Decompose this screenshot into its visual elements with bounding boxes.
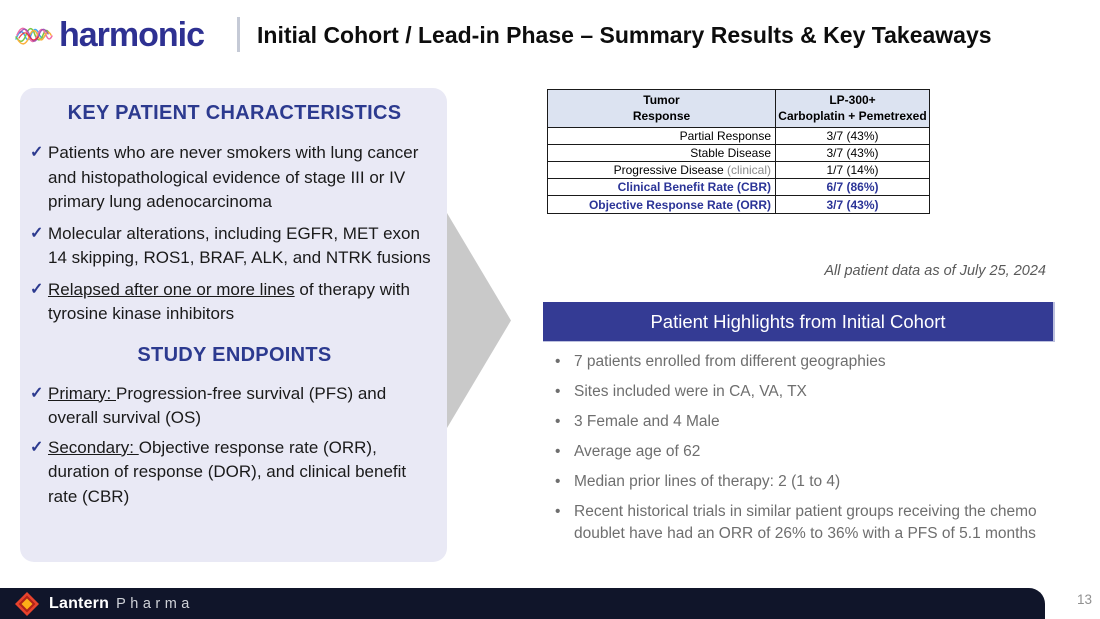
endpoints-heading: STUDY ENDPOINTS <box>137 343 332 366</box>
check-icon: ✓ <box>30 438 44 456</box>
row-value: 1/7 (14%) <box>826 163 879 177</box>
characteristic-item: ✓ Relapsed after one or more lines of th… <box>30 278 439 327</box>
check-icon: ✓ <box>30 224 44 242</box>
list-item: Median prior lines of therapy: 2 (1 to 4… <box>548 471 1063 493</box>
diamond-icon <box>15 591 39 616</box>
right-arrow-icon <box>447 213 511 428</box>
check-icon: ✓ <box>30 280 44 298</box>
table-row: Stable Disease 3/7 (43%) <box>548 145 929 162</box>
row-label: Stable Disease <box>548 145 776 161</box>
characteristic-text: Relapsed after one or more lines of ther… <box>48 279 410 324</box>
characteristic-text: Patients who are never smokers with lung… <box>48 143 419 211</box>
table-header-row: Tumor Response LP-300+ Carboplatin + Pem… <box>548 90 929 128</box>
brand-suffix: Pharma <box>116 595 194 612</box>
column-header: LP-300+ Carboplatin + Pemetrexed <box>778 92 927 123</box>
row-value: 3/7 (43%) <box>826 146 879 160</box>
characteristic-text: Molecular alterations, including EGFR, M… <box>48 223 431 268</box>
row-value: 3/7 (43%) <box>826 197 879 212</box>
row-value: 3/7 (43%) <box>826 129 879 143</box>
endpoint-item: ✓ Secondary: Objective response rate (OR… <box>30 436 439 510</box>
logo-wordmark: harmonic <box>59 15 205 54</box>
patient-highlights-list: 7 patients enrolled from different geogr… <box>548 351 1063 553</box>
row-label: Partial Response <box>548 128 776 144</box>
check-icon: ✓ <box>30 384 44 402</box>
harmonic-logo: harmonic <box>14 12 205 58</box>
characteristic-item: ✓ Molecular alterations, including EGFR,… <box>30 222 439 271</box>
list-item: Recent historical trials in similar pati… <box>548 501 1063 545</box>
endpoint-item: ✓ Primary: Progression-free survival (PF… <box>30 382 439 431</box>
column-header: Tumor Response <box>548 90 776 127</box>
slide-header: harmonic Initial Cohort / Lead-in Phase … <box>0 0 1100 70</box>
table-row: Partial Response 3/7 (43%) <box>548 128 929 145</box>
row-label: Objective Response Rate (ORR) <box>548 196 776 213</box>
header-divider <box>237 17 240 52</box>
list-item: 7 patients enrolled from different geogr… <box>548 351 1063 373</box>
page-title: Initial Cohort / Lead-in Phase – Summary… <box>257 22 992 48</box>
list-item: 3 Female and 4 Male <box>548 411 1063 433</box>
footer-bar: Lantern Pharma <box>0 588 1045 619</box>
data-cutoff-note: All patient data as of July 25, 2024 <box>824 263 1046 279</box>
brand-name: Lantern <box>49 594 110 612</box>
list-item: Sites included were in CA, VA, TX <box>548 381 1063 403</box>
row-label: Progressive Disease (clinical) <box>548 162 776 178</box>
row-value: 6/7 (86%) <box>826 180 879 194</box>
table-row: Progressive Disease (clinical) 1/7 (14%) <box>548 162 929 179</box>
list-item: Average age of 62 <box>548 441 1063 463</box>
check-icon: ✓ <box>30 144 44 161</box>
waveform-icon <box>15 27 53 45</box>
lantern-pharma-logo: Lantern Pharma <box>14 591 194 617</box>
characteristics-heading: KEY PATIENT CHARACTERISTICS <box>67 102 402 124</box>
endpoint-text: Primary: Progression-free survival (PFS)… <box>48 383 387 428</box>
table-row-highlight: Clinical Benefit Rate (CBR) 6/7 (86%) <box>548 179 929 196</box>
characteristic-item: ✓ Patients who are never smokers with lu… <box>30 141 439 215</box>
tumor-response-table: Tumor Response LP-300+ Carboplatin + Pem… <box>547 89 930 214</box>
key-patient-characteristics-panel: KEY PATIENT CHARACTERISTICS ✓ Patients w… <box>20 88 447 562</box>
patient-highlights-banner: Patient Highlights from Initial Cohort <box>543 302 1055 342</box>
row-label: Clinical Benefit Rate (CBR) <box>548 179 776 195</box>
endpoint-text: Secondary: Objective response rate (ORR)… <box>48 437 407 506</box>
page-number: 13 <box>1076 592 1092 607</box>
table-row-highlight: Objective Response Rate (ORR) 3/7 (43%) <box>548 196 929 213</box>
